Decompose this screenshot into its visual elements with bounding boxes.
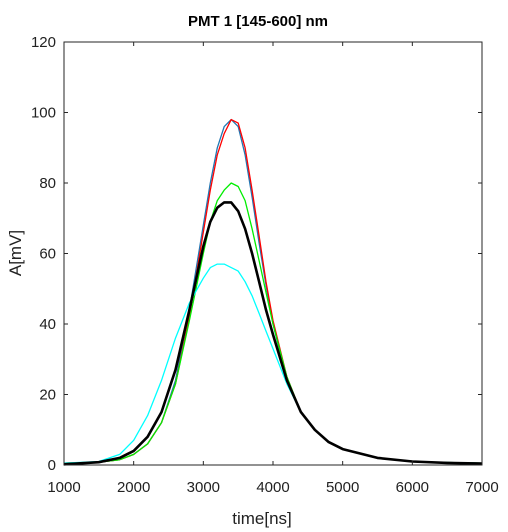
x-tick-label: 5000 [326, 479, 359, 496]
plot-area [64, 42, 482, 465]
series-line-5 [63, 201, 483, 466]
y-tick-label: 20 [39, 387, 56, 404]
x-tick-label: 7000 [465, 479, 498, 496]
x-tick-label: 2000 [117, 479, 150, 496]
y-tick-label: 100 [31, 105, 56, 122]
y-tick-label: 120 [31, 34, 56, 51]
chart-title: PMT 1 [145-600] nm [188, 13, 328, 30]
x-tick-label: 4000 [256, 479, 289, 496]
y-tick-label: 80 [39, 175, 56, 192]
series-layer [63, 118, 483, 466]
y-tick-label: 60 [39, 246, 56, 263]
x-tick-label: 3000 [187, 479, 220, 496]
y-tick-label: 0 [48, 457, 56, 474]
ticks-layer: 1000 2000 3000 4000 5000 6000 7000 0 20 40 60 80 100… [31, 34, 499, 496]
y-axis-label: A[mV] [6, 230, 25, 276]
y-tick-label: 40 [39, 316, 56, 333]
x-tick-label: 1000 [47, 479, 80, 496]
x-axis-label: time[ns] [232, 509, 292, 528]
x-tick-label: 6000 [396, 479, 429, 496]
